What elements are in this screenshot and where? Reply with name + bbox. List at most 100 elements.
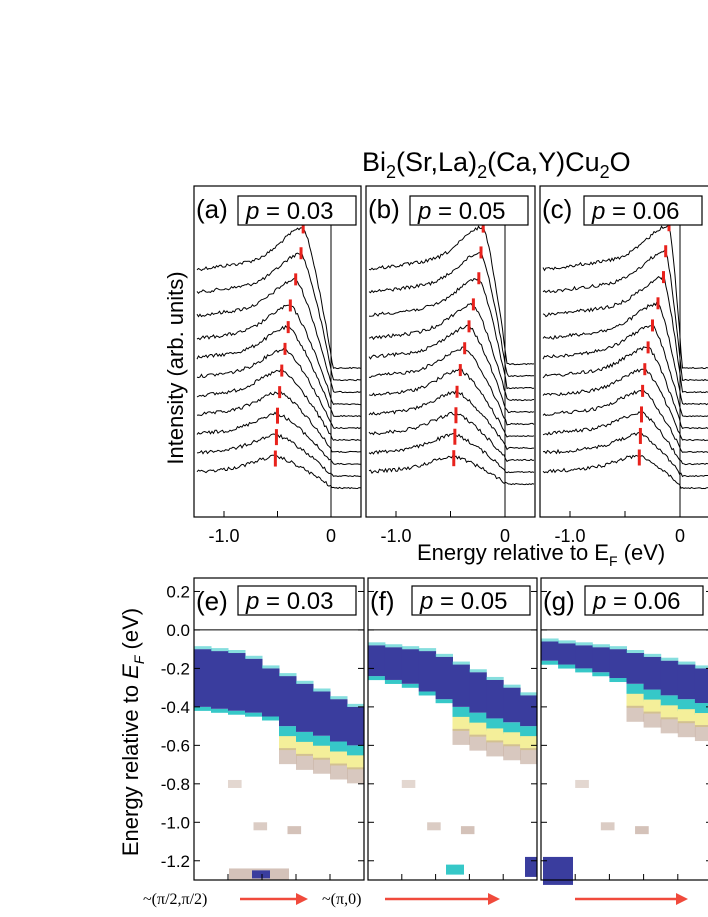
spectrum-line xyxy=(368,302,535,402)
y-tick-label: 0.2 xyxy=(166,582,190,601)
spectrum-line xyxy=(368,251,534,378)
band-fringe xyxy=(626,693,645,708)
intensity-spot xyxy=(252,870,270,879)
spectrum-line xyxy=(196,227,361,370)
doping-box xyxy=(584,585,704,616)
band-cell xyxy=(262,668,280,717)
band-fringe xyxy=(279,748,297,765)
band-edge xyxy=(384,644,403,648)
panel-frame xyxy=(367,577,538,881)
band-edge xyxy=(660,657,679,661)
band-cell xyxy=(401,649,420,684)
spectrum-line xyxy=(368,224,535,366)
spectrum-line xyxy=(368,454,535,486)
band-cell xyxy=(296,683,314,732)
band-cell xyxy=(486,679,504,719)
band-cell xyxy=(520,695,538,727)
x-tick-label: -1.0 xyxy=(380,526,411,546)
spectrum-line xyxy=(196,454,361,490)
band-fringe xyxy=(469,722,487,737)
band-fringe xyxy=(520,726,538,739)
doping-label: p = 0.06 xyxy=(592,588,680,615)
band-edge xyxy=(677,661,696,665)
spectra-panel-0: -1.0 0 (a) p = 0.03 xyxy=(193,185,362,546)
band-fringe xyxy=(558,664,576,669)
band-fringe xyxy=(520,748,538,765)
spectra-panels: -1.0 0 (a) p = 0.03 -1.0 0 (b) p = 0.05 -1.0 0 (c)… xyxy=(193,185,708,546)
band-fringe xyxy=(435,699,453,704)
band-fringe xyxy=(486,728,504,743)
y-tick-label: -1.0 xyxy=(161,813,190,832)
arrow-head xyxy=(296,893,308,905)
band-fringe xyxy=(262,716,280,721)
intensity-spot xyxy=(543,856,573,885)
spectrum-line xyxy=(196,347,361,430)
band-fringe xyxy=(677,721,696,738)
panel-label: (e) xyxy=(196,586,228,616)
band-cell xyxy=(313,691,331,736)
band-cell xyxy=(626,653,645,684)
band-cell xyxy=(558,643,576,665)
band-fringe xyxy=(313,757,331,774)
spectrum-line xyxy=(542,454,708,490)
spectra-panel-1: -1.0 0 (b) p = 0.05 xyxy=(365,185,536,546)
x-tick-label: 0 xyxy=(500,526,510,546)
doping-label: p = 0.03 xyxy=(245,198,333,225)
band-cell xyxy=(330,699,348,742)
band-edge xyxy=(503,684,521,688)
band-cell xyxy=(592,647,610,673)
doping-box xyxy=(411,585,531,616)
dispersion-panel-2: (g) p = 0.06 xyxy=(540,577,708,885)
band-edge xyxy=(330,696,348,700)
band-cell xyxy=(368,645,386,677)
band-fringe xyxy=(401,683,420,688)
band-fringe xyxy=(469,734,487,751)
band-cell xyxy=(211,651,229,709)
band-cell xyxy=(384,647,403,680)
doping-label: p = 0.06 xyxy=(591,198,679,225)
spectrum-line xyxy=(542,249,708,382)
x-tick-label: 0 xyxy=(675,526,685,546)
band-fringe xyxy=(245,712,263,717)
panel-frame xyxy=(365,185,536,518)
band-edge xyxy=(245,655,263,659)
band-edge xyxy=(313,688,331,692)
band-fringe xyxy=(503,722,521,735)
spectrum-line xyxy=(542,324,708,418)
spectrum-line xyxy=(542,300,708,406)
band-fringe xyxy=(592,672,610,677)
band-edge xyxy=(401,646,420,650)
band-fringe xyxy=(520,736,538,751)
x-tick-label: 0 xyxy=(326,526,336,546)
spectrum-line xyxy=(368,410,535,463)
band-fringe xyxy=(296,731,314,744)
y-tick-label: -0.4 xyxy=(161,698,190,717)
y-tick-label: -0.6 xyxy=(161,736,190,755)
band-cell xyxy=(194,649,212,707)
band-cell xyxy=(347,706,365,746)
band-edge xyxy=(541,638,559,642)
band-cell xyxy=(660,660,679,696)
spectrum-line xyxy=(196,324,361,418)
band-fringe xyxy=(384,679,403,684)
momentum-start-label: ~(π/2,π/2) xyxy=(143,891,207,908)
intensity-spot xyxy=(460,826,475,835)
band-fringe xyxy=(418,691,437,696)
band-fringe xyxy=(626,683,645,696)
panel-label: (c) xyxy=(542,194,572,224)
band-fringe xyxy=(228,710,246,715)
band-edge xyxy=(368,642,386,646)
band-cell xyxy=(503,687,521,723)
spectrum-line xyxy=(542,389,708,454)
band-fringe xyxy=(694,713,708,728)
band-fringe xyxy=(452,728,470,745)
band-fringe xyxy=(313,735,331,748)
band-edge xyxy=(469,669,487,673)
band-cell xyxy=(245,658,263,713)
band-fringe xyxy=(296,753,314,770)
band-fringe xyxy=(626,705,645,722)
band-cell xyxy=(418,651,437,692)
spectrum-line xyxy=(542,274,708,394)
intensity-spot xyxy=(253,822,268,831)
doping-box xyxy=(583,195,703,226)
